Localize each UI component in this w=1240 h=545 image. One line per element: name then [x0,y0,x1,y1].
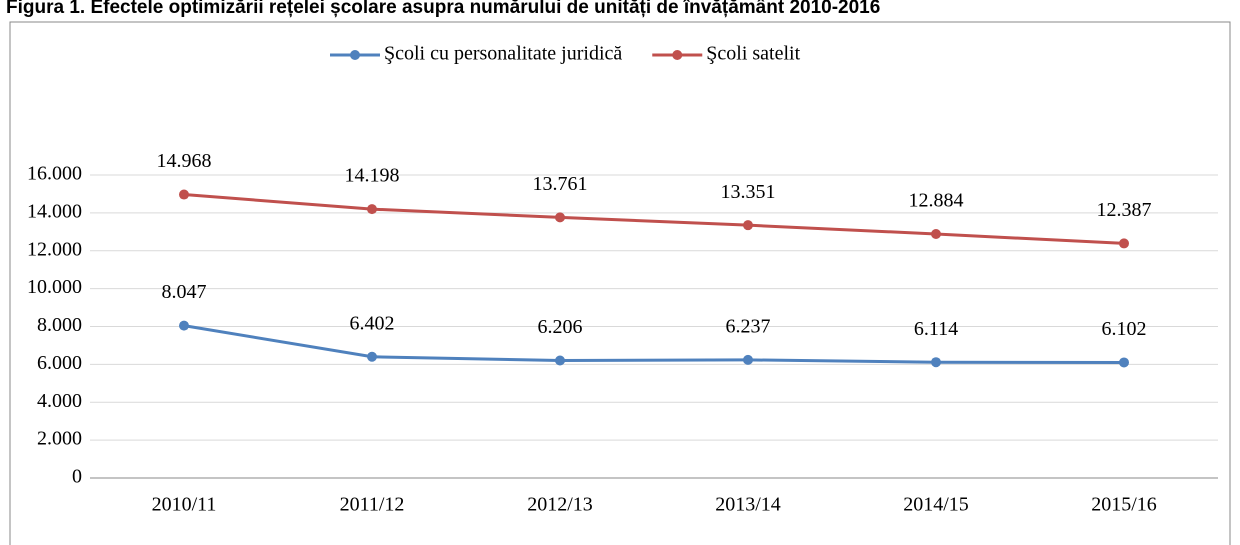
x-tick-label: 2013/14 [715,494,781,516]
data-label: 14.198 [345,165,400,187]
y-tick-label: 10.000 [27,276,82,298]
data-label: 12.387 [1097,199,1152,221]
y-tick-label: 8.000 [37,314,82,336]
point [743,354,753,365]
y-tick-label: 4.000 [37,390,82,412]
y-tick-label: 16.000 [27,163,82,185]
chart-border [9,21,1231,545]
x-tick-label: 2014/15 [903,494,969,516]
y-tick-label: 14.000 [27,200,82,222]
point [1119,238,1129,249]
series-line [183,193,1125,245]
data-label: 6.402 [350,312,395,334]
series-line [183,324,1125,364]
chart-title: Figura 1. Efectele optimizării rețelei ș… [6,0,880,18]
y-tick-label: 12.000 [27,238,82,260]
y-tick-label: 6.000 [37,352,82,374]
y-tick-label: 0 [72,466,82,488]
point [931,357,941,368]
point [367,204,377,215]
data-label: 6.206 [538,316,583,338]
data-label: 8.047 [162,281,207,303]
point [179,320,189,331]
data-label: 12.884 [909,190,964,212]
data-label: 6.237 [726,315,771,337]
point [367,351,377,362]
data-label: 13.761 [533,173,588,195]
point [1119,357,1129,368]
point [743,220,753,231]
x-tick-label: 2012/13 [527,494,593,516]
point [179,189,189,200]
point [555,212,565,223]
y-tick-label: 2.000 [37,428,82,450]
legend-label: Şcoli cu personalitate juridică [384,43,622,65]
data-label: 14.968 [157,150,212,172]
legend-marker [350,50,360,60]
data-label: 6.102 [1102,318,1147,340]
legend-marker [672,50,683,60]
point [555,355,565,366]
point [931,229,941,240]
data-label: 6.114 [914,318,958,340]
data-label: 13.351 [721,181,776,203]
x-tick-label: 2011/12 [340,494,405,516]
x-tick-label: 2010/11 [152,494,217,516]
legend-label: Şcoli satelit [706,43,800,65]
x-tick-label: 2015/16 [1091,494,1157,516]
